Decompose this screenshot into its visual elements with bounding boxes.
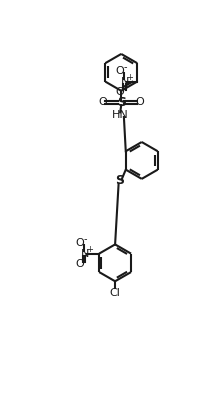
Text: N: N: [121, 76, 129, 87]
Text: S: S: [117, 96, 126, 109]
Text: +: +: [126, 74, 133, 83]
Text: O: O: [135, 97, 144, 107]
Text: -: -: [83, 234, 87, 244]
Text: Cl: Cl: [110, 288, 121, 298]
Text: O: O: [98, 97, 107, 107]
Text: +: +: [86, 245, 93, 254]
Text: S: S: [115, 174, 124, 187]
Text: O: O: [76, 259, 84, 269]
Text: N: N: [81, 249, 89, 259]
Text: -: -: [123, 62, 127, 72]
Text: HN: HN: [112, 111, 129, 120]
Text: O: O: [116, 87, 125, 97]
Text: O: O: [116, 66, 125, 76]
Text: O: O: [76, 238, 84, 248]
